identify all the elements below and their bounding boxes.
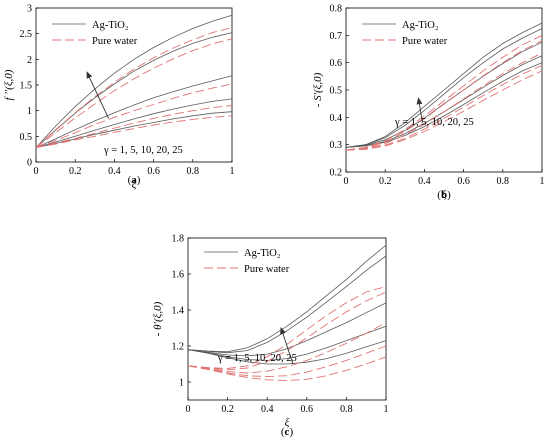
ag-tio2-series-line [35, 111, 233, 148]
ag-tio2-series-line [345, 62, 543, 148]
pure-water-series-line [187, 286, 387, 369]
y-tick-label: 1 [179, 378, 184, 389]
panel-a: 0 0.2 0.4 0.6 0.8 1 0 0.5 1 1.5 2 2.5 3 ξ f ′′(ξ,0) Ag-… [3, 4, 235, 192]
y-tick-label: 0.5 [20, 132, 33, 143]
y-tick-label: 0.5 [330, 86, 343, 97]
y-tick-label: 0.8 [330, 4, 343, 15]
ag-tio2-series-line [187, 244, 387, 353]
ag-tio2-series-line [35, 75, 233, 148]
gamma-annotation: γ = 1, 5, 10, 20, 25 [217, 353, 297, 364]
x-tick-label: 0 [344, 176, 349, 187]
ag-tio2-series-line [187, 302, 387, 357]
legend-label-pure-water: Pure water [402, 36, 448, 47]
legend-label-ag-tio2: Ag-TiO₂ [402, 20, 439, 31]
pure-water-series-line [35, 27, 233, 148]
x-tick-label: 0.8 [340, 404, 353, 415]
ag-tio2-series-line [187, 325, 387, 361]
y-tick-label: 1.4 [172, 306, 185, 317]
y-axis-label: f ′′(ξ,0) [3, 69, 15, 100]
panel-caption: (a) [128, 174, 141, 186]
pure-water-series-line [35, 83, 233, 149]
gamma-increase-arrow [280, 327, 294, 365]
x-tick-label: 0.6 [301, 404, 314, 415]
pure-water-series-line [187, 345, 387, 378]
y-tick-label: 0.7 [330, 31, 343, 42]
x-tick-label: 0.6 [147, 166, 160, 177]
pure-water-series-line [187, 322, 387, 374]
y-tick-label: 1.5 [20, 81, 33, 92]
y-tick-label: 3 [27, 4, 32, 15]
y-axis-label: - S′(ξ,0) [312, 72, 324, 107]
x-tick-label: 0.4 [418, 176, 431, 187]
panel-b: 0 0.2 0.4 0.6 0.8 10.20.30.40.50.60.70.8ξ- S′… [312, 4, 545, 202]
panel-c: 0 0.2 0.4 0.6 0.8 1 1 1.2 1.4 1.6 1.8 ξ - θ′(ξ,0) Ag-… [152, 234, 389, 439]
x-tick-label: 0.4 [261, 404, 274, 415]
legend-label-pure-water: Pure water [92, 36, 138, 47]
x-tick-label: 0.8 [497, 176, 510, 187]
ag-tio2-series-line [345, 55, 543, 148]
y-tick-label: 0.2 [330, 168, 343, 179]
ag-tio2-series-line [345, 22, 543, 148]
ag-tio2-series-line [187, 255, 387, 354]
x-tick-label: 0 [186, 404, 191, 415]
legend-label-pure-water: Pure water [244, 264, 290, 275]
pure-water-series-line [345, 52, 543, 151]
x-tick-label: 1 [230, 166, 235, 177]
ag-tio2-series-line [345, 28, 543, 148]
y-tick-label: 1.2 [172, 342, 185, 353]
pure-water-series-line [35, 105, 233, 149]
x-tick-label: 0.6 [457, 176, 470, 187]
pure-water-series-line [187, 356, 387, 382]
x-axis-label: ξ [285, 417, 290, 429]
panel-caption: (b) [437, 189, 451, 201]
ag-tio2-series-line [187, 340, 387, 365]
y-axis-label: - θ′(ξ,0) [152, 301, 164, 336]
plot-frame [187, 237, 387, 401]
pure-water-series-line [35, 38, 233, 148]
pure-water-series-line [345, 70, 543, 151]
x-tick-label: 0.4 [108, 166, 121, 177]
y-tick-label: 2.5 [20, 29, 33, 40]
x-axis-label: ξ [442, 189, 447, 201]
pure-water-series-line [345, 34, 543, 151]
gamma-annotation: γ = 1, 5, 10, 20, 25 [394, 117, 474, 128]
y-tick-label: 0 [27, 158, 32, 169]
y-tick-label: 0.3 [330, 140, 343, 151]
ag-tio2-series-line [345, 41, 543, 148]
legend-label-ag-tio2: Ag-TiO₂ [244, 248, 281, 259]
x-tick-label: 1 [540, 176, 545, 187]
pure-water-series-line [345, 40, 543, 151]
x-tick-label: 0 [34, 166, 39, 177]
pure-water-series-line [187, 291, 387, 371]
gamma-increase-arrow [86, 71, 109, 119]
x-tick-label: 0.8 [187, 166, 200, 177]
x-tick-label: 0.2 [69, 166, 82, 177]
y-tick-label: 1.6 [172, 270, 185, 281]
y-tick-label: 2 [27, 55, 32, 66]
x-tick-label: 0.2 [221, 404, 234, 415]
x-tick-label: 0.2 [379, 176, 392, 187]
legend-label-ag-tio2: Ag-TiO₂ [92, 20, 129, 31]
y-tick-label: 0.4 [330, 113, 343, 124]
x-axis-label: ξ [132, 179, 137, 191]
y-tick-label: 0.6 [330, 58, 343, 69]
ag-tio2-series-line [35, 98, 233, 148]
x-tick-label: 1 [384, 404, 389, 415]
pure-water-series-line [345, 64, 543, 151]
y-tick-label: 1.8 [172, 234, 185, 245]
pure-water-series-line [35, 115, 233, 149]
ag-tio2-series-line [35, 14, 233, 148]
y-tick-label: 1 [27, 106, 32, 117]
panel-caption: (c) [281, 426, 294, 438]
gamma-increase-arrow [416, 97, 423, 123]
gamma-annotation: γ = 1, 5, 10, 20, 25 [103, 145, 183, 156]
